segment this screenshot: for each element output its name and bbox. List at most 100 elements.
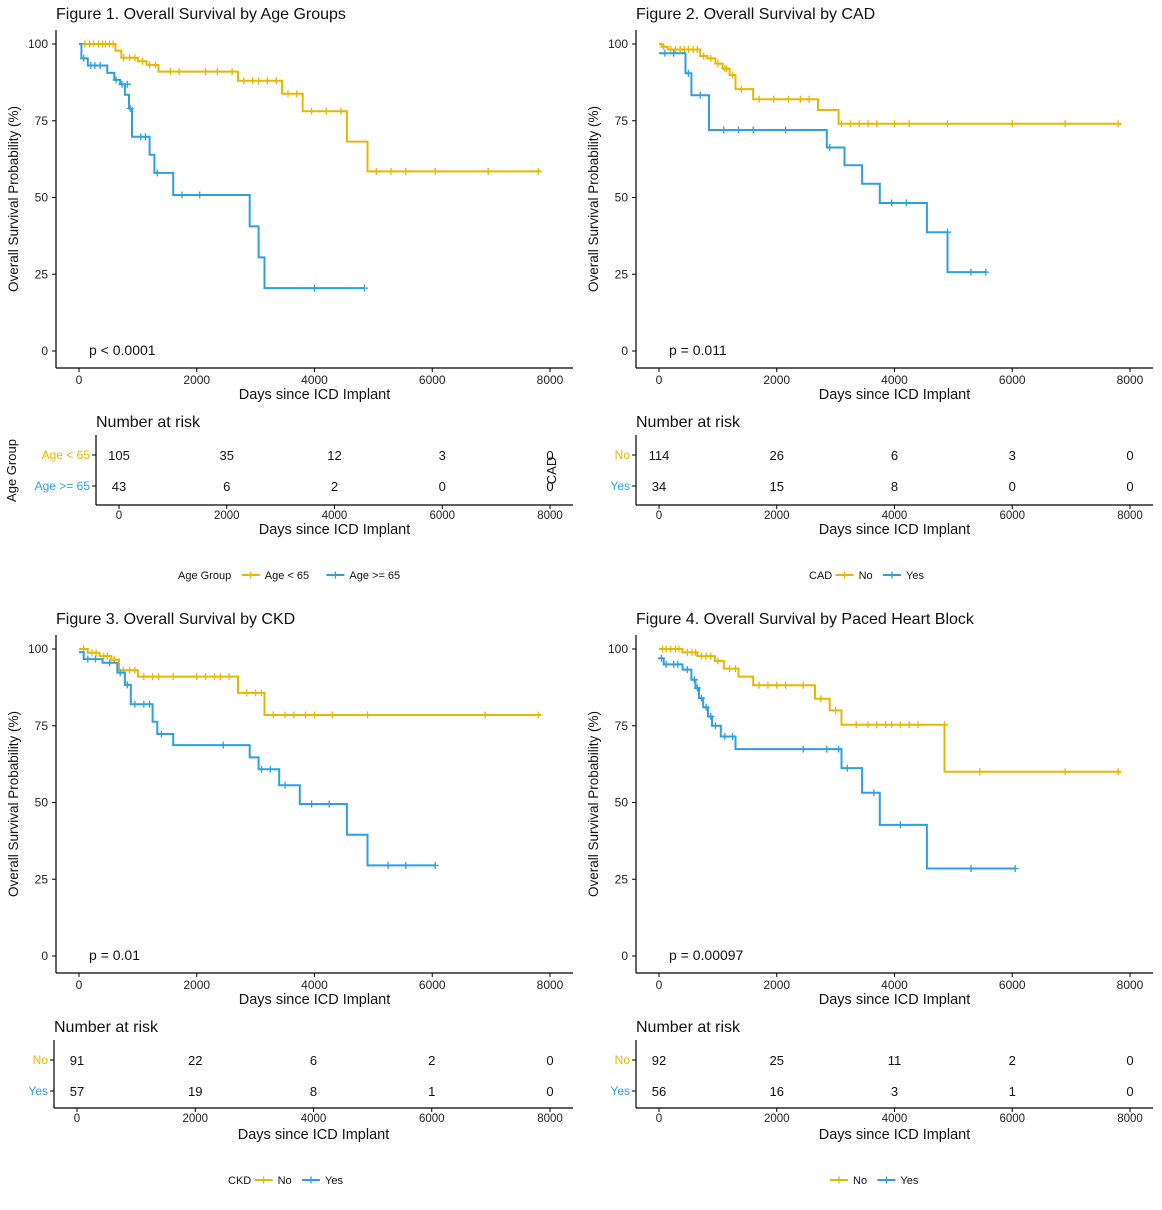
censor-mark [755, 681, 763, 689]
y-tick-label: 100 [608, 37, 628, 51]
risk-x-tick-label: 6000 [419, 1113, 445, 1125]
y-tick-label: 0 [41, 344, 48, 358]
censor-mark [796, 95, 804, 103]
risk-x-tick-label: 4000 [322, 510, 348, 522]
censor-mark [770, 95, 778, 103]
censor-mark [431, 861, 439, 869]
risk-x-tick-label: 8000 [537, 1113, 563, 1125]
censor-mark [683, 666, 691, 674]
km-panel-1: Figure 1. Overall Survival by Age Groups… [4, 6, 573, 582]
legend-swatch-mark [260, 1176, 268, 1184]
legend-swatch-mark [307, 1176, 315, 1184]
risk-x-tick-label: 0 [74, 1113, 80, 1125]
y-tick-label: 25 [35, 267, 49, 281]
censor-mark [662, 660, 670, 668]
censor-mark [96, 62, 104, 69]
censor-mark [905, 721, 913, 729]
risk-count: 0 [1126, 1053, 1133, 1068]
km-panel-4: Figure 4. Overall Survival by Paced Hear… [586, 611, 1153, 1187]
legend-label: Yes [900, 1175, 918, 1187]
chart-title: Figure 3. Overall Survival by CKD [56, 611, 295, 628]
risk-row-label: No [615, 1053, 631, 1067]
censor-mark [249, 77, 257, 85]
risk-x-tick-label: 6000 [999, 1113, 1025, 1125]
censor-mark [402, 167, 410, 175]
censor-mark [902, 199, 910, 207]
legend: Age Group Age < 65 Age >= 65 [178, 570, 400, 582]
x-tick-label: 2000 [183, 978, 210, 992]
risk-count: 0 [546, 448, 553, 463]
censor-mark [126, 105, 134, 112]
risk-x-tick-label: 2000 [214, 510, 240, 522]
censor-mark [864, 721, 872, 729]
censor-mark [707, 713, 715, 720]
censor-mark [152, 61, 159, 69]
x-tick-label: 4000 [301, 373, 328, 387]
censor-mark [714, 657, 722, 665]
km-panel-3: Figure 3. Overall Survival by CKD 0 25 50 75… [6, 611, 573, 1187]
y-axis-title: Overall Survival Probability (%) [6, 711, 21, 897]
risk-table-y-title: Age Group [4, 439, 19, 502]
survival-curve-group-b [79, 651, 436, 867]
y-tick-label: 100 [28, 642, 48, 656]
legend-swatch-mark [835, 1176, 843, 1184]
risk-count: 105 [108, 448, 130, 463]
risk-count: 22 [188, 1053, 202, 1068]
censor-mark [690, 676, 698, 684]
legend-swatch-mark [888, 571, 896, 579]
censor-mark [123, 681, 131, 689]
risk-x-tick-label: 6000 [429, 510, 455, 522]
legend-swatch-mark [247, 571, 255, 579]
y-tick-label: 25 [615, 267, 629, 281]
x-axis-title: Days since ICD Implant [239, 992, 391, 1008]
y-tick-label: 100 [608, 642, 628, 656]
censor-mark [896, 721, 904, 729]
x-axis-title: Days since ICD Implant [819, 992, 971, 1008]
risk-count: 26 [770, 448, 784, 463]
censor-mark [142, 133, 149, 141]
censor-mark [219, 741, 227, 749]
censor-mark [387, 167, 395, 175]
censor-mark [684, 69, 692, 77]
x-tick-label: 0 [656, 373, 663, 387]
legend-swatch-mark [882, 1176, 890, 1184]
legend-title: CKD [228, 1175, 251, 1187]
censor-mark [484, 167, 492, 175]
censor-mark [175, 68, 183, 76]
x-tick-label: 2000 [763, 373, 790, 387]
risk-count: 3 [891, 1084, 898, 1099]
censor-mark [290, 711, 298, 719]
censor-mark [361, 284, 368, 292]
risk-table-title: Number at risk [636, 414, 741, 431]
y-tick-label: 25 [35, 872, 49, 886]
censor-mark [534, 167, 542, 175]
censor-mark [723, 65, 731, 73]
censor-mark [431, 167, 439, 175]
censor-mark [823, 745, 831, 753]
risk-count: 35 [220, 448, 234, 463]
risk-x-tick-label: 2000 [764, 1113, 790, 1125]
risk-row-label: Age >= 65 [35, 479, 91, 493]
censor-mark [140, 673, 148, 681]
censor-mark [146, 700, 154, 708]
censor-mark [702, 703, 710, 711]
censor-mark [272, 77, 280, 85]
censor-mark [240, 77, 248, 85]
legend-label: Yes [325, 1175, 343, 1187]
risk-count: 0 [546, 1084, 553, 1099]
x-tick-label: 6000 [419, 373, 446, 387]
risk-count: 0 [1126, 479, 1133, 494]
legend-label: Age >= 65 [349, 570, 400, 582]
y-axis-title: Overall Survival Probability (%) [586, 711, 601, 897]
censor-mark [670, 49, 678, 57]
y-tick-label: 50 [35, 191, 49, 205]
censor-mark [243, 689, 251, 697]
censor-mark [149, 673, 157, 681]
censor-mark [661, 49, 669, 57]
censor-mark [693, 684, 701, 692]
risk-count: 2 [1009, 1053, 1016, 1068]
censor-mark [325, 800, 333, 808]
censor-mark [870, 789, 878, 797]
censor-mark [109, 40, 117, 48]
censor-mark [1114, 768, 1122, 776]
